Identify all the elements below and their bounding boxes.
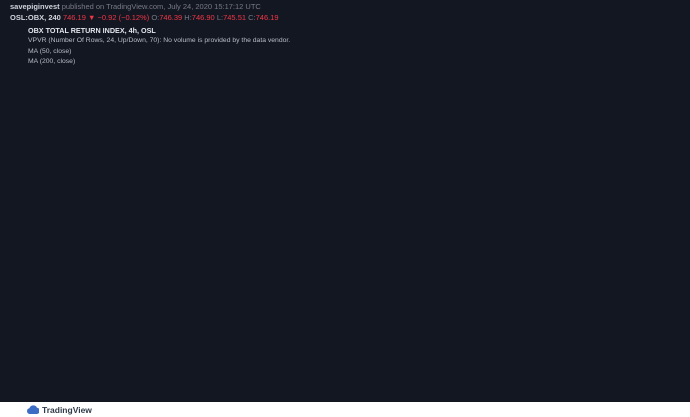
high-label: H: <box>184 12 192 22</box>
open-value: 746.39 <box>159 12 183 22</box>
close-label: C: <box>248 12 256 22</box>
byline-text: published on TradingView.com, July 24, 2… <box>59 2 261 11</box>
publish-header: savepiginvest published on TradingView.c… <box>10 2 279 23</box>
price-change: ▼ −0.92 (−0.12%) <box>88 12 150 22</box>
low-value: 745.51 <box>223 12 247 22</box>
high-value: 746.90 <box>191 12 215 22</box>
legend-vpvr[interactable]: VPVR (Number Of Rows, 24, Up/Down, 70): … <box>28 37 291 45</box>
author-link[interactable]: savepiginvest <box>10 2 60 11</box>
symbol-status-row: OSL:OBX, 240 746.19 ▼ −0.92 (−0.12%) O:7… <box>10 13 279 24</box>
legend-symbol-title[interactable]: OBX TOTAL RETURN INDEX, 4h, OSL <box>28 26 156 35</box>
footer-bar: TradingView <box>0 402 690 417</box>
byline: savepiginvest published on TradingView.c… <box>10 2 279 13</box>
legend-ma50[interactable]: MA (50, close) <box>28 47 72 55</box>
legend-ma200[interactable]: MA (200, close) <box>28 57 76 65</box>
tradingview-wordmark: TradingView <box>42 404 92 415</box>
main-pane-legend: OBX TOTAL RETURN INDEX, 4h, OSL VPVR (Nu… <box>28 26 290 67</box>
last-price: 746.19 <box>62 12 86 22</box>
low-label: L: <box>216 12 224 22</box>
symbol-label: OSL:OBX, 240 <box>10 12 61 22</box>
tradingview-logo-icon <box>27 404 39 414</box>
open-label: O: <box>151 12 160 22</box>
tradingview-brand[interactable]: TradingView <box>26 405 92 415</box>
close-value: 746.19 <box>255 12 279 22</box>
